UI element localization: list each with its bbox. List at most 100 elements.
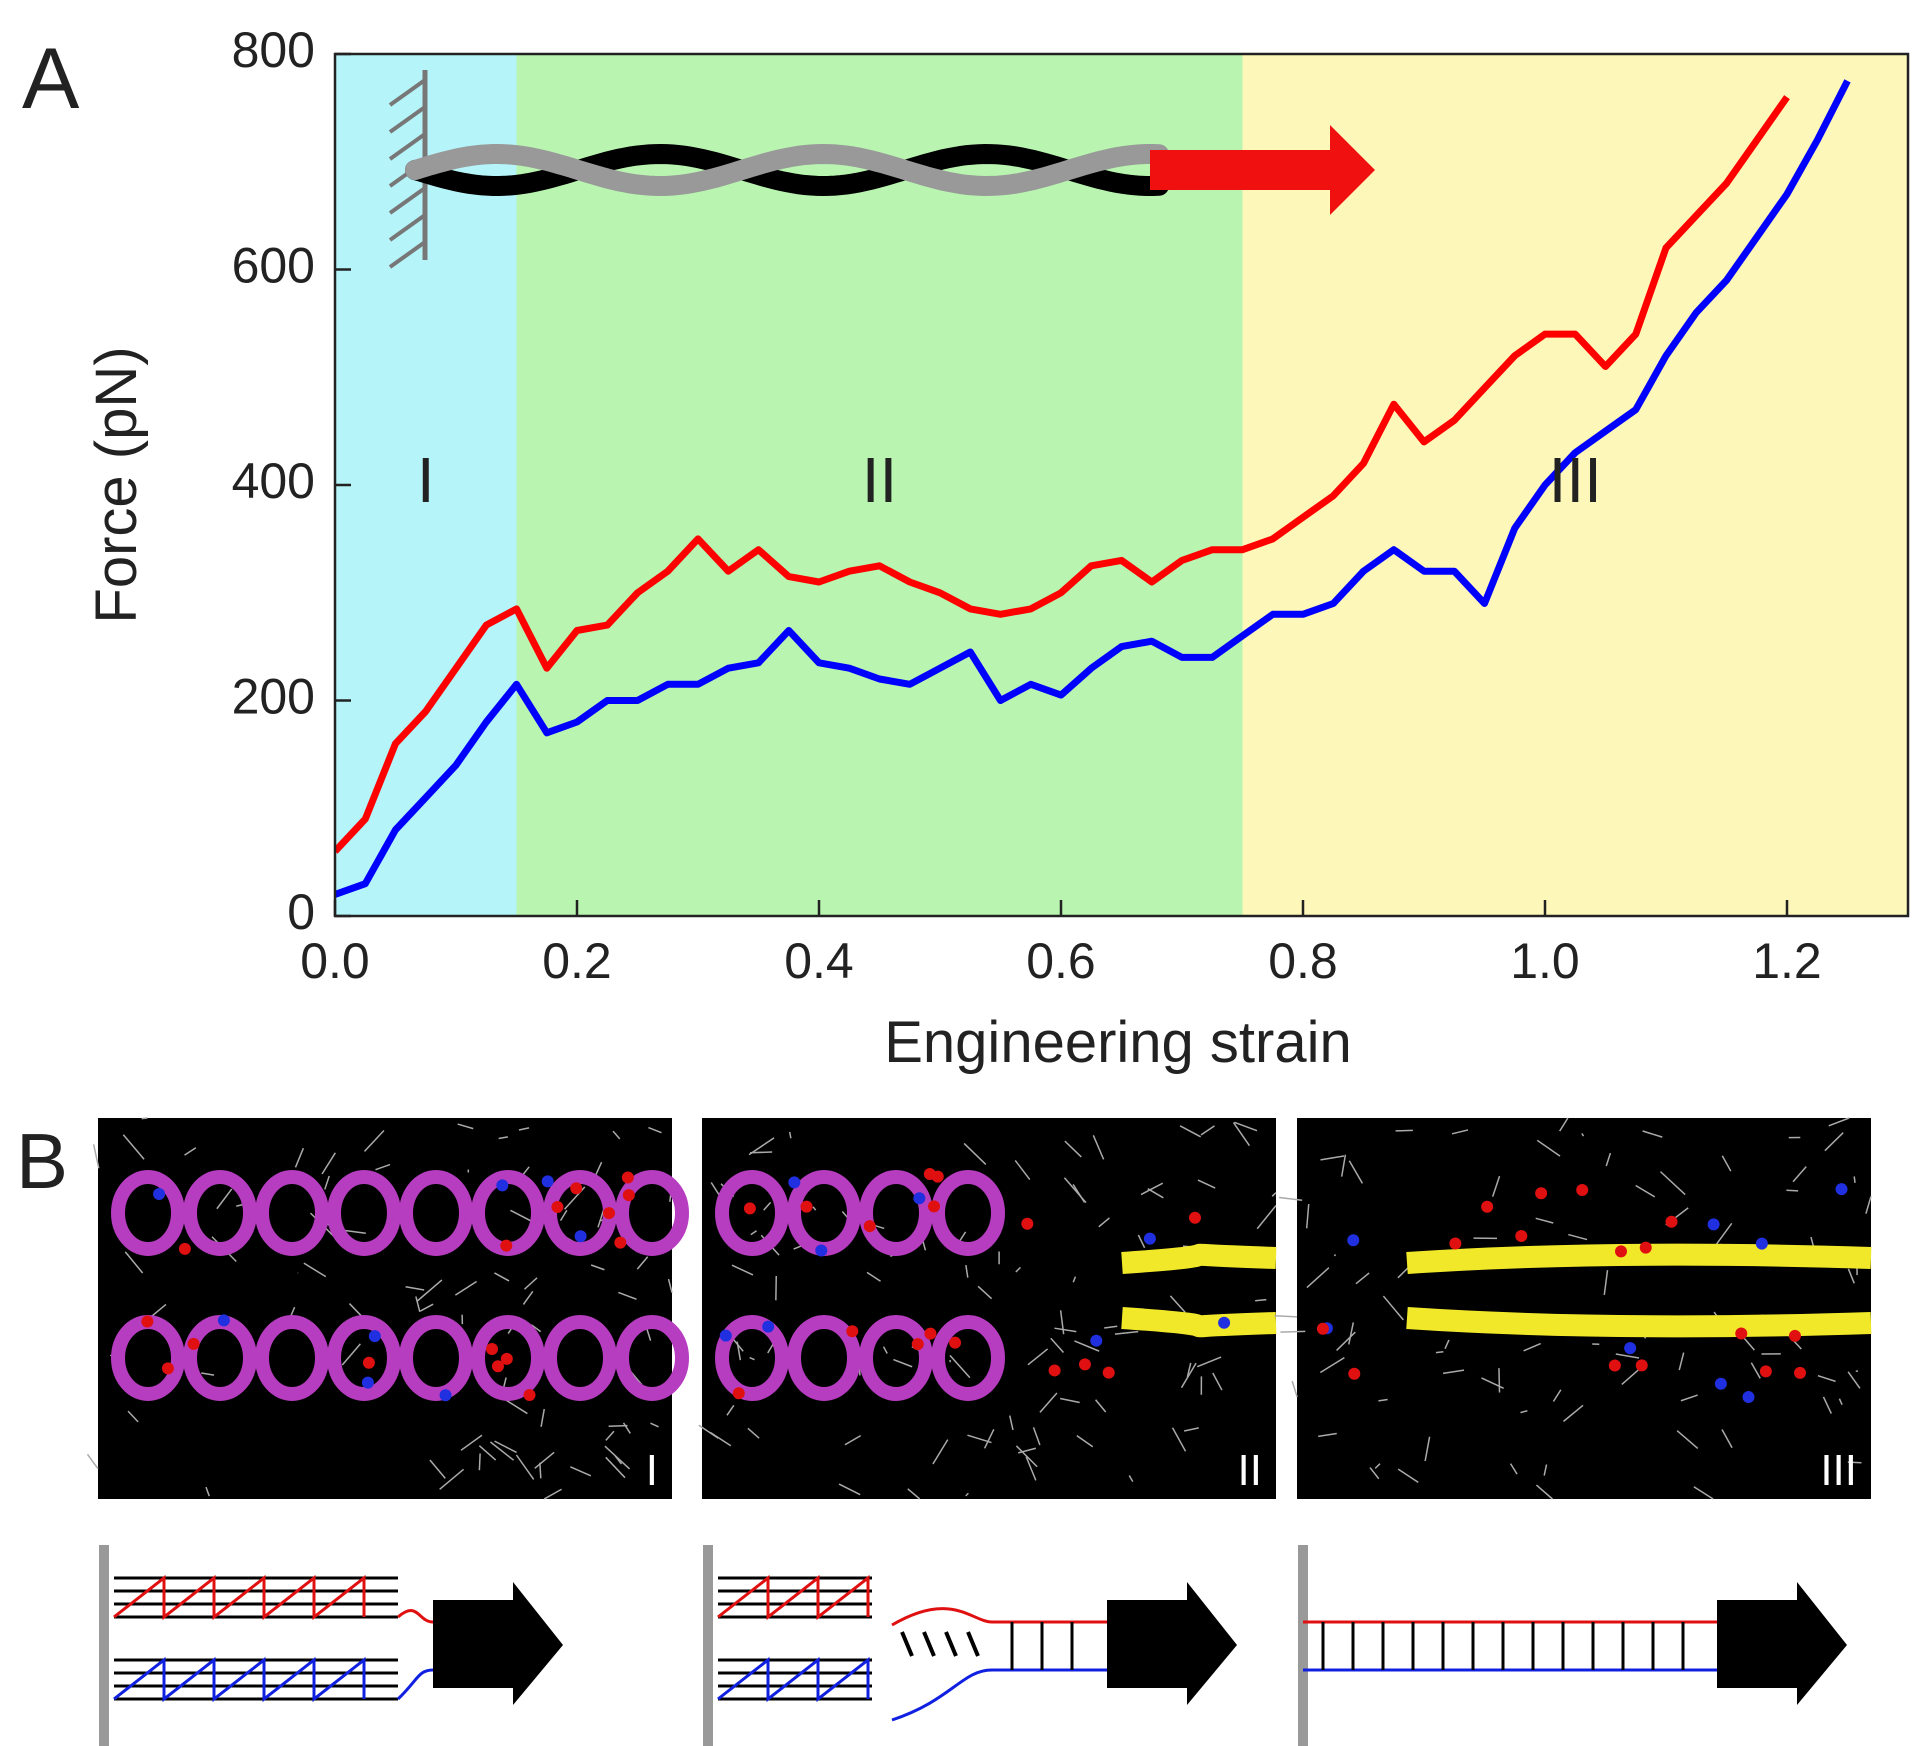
region-label: III: [1549, 444, 1602, 516]
atom: [949, 1336, 962, 1349]
panel-state-label: II: [1238, 1446, 1262, 1495]
side-chain: [648, 1126, 662, 1134]
side-chain: [1306, 1267, 1330, 1289]
atom: [161, 1362, 174, 1375]
side-chain: [1319, 1357, 1345, 1374]
atom: [1608, 1359, 1621, 1372]
side-chain: [932, 1439, 949, 1465]
atom: [368, 1330, 381, 1343]
y-tick-label: 0: [287, 884, 315, 940]
side-chain: [747, 1427, 760, 1439]
side-chain: [1535, 1484, 1553, 1500]
atom: [500, 1239, 513, 1252]
side-chain: [489, 1441, 515, 1461]
side-chain: [1336, 1331, 1356, 1352]
side-chain: [590, 1264, 605, 1271]
side-chain: [1847, 1371, 1861, 1389]
atom: [800, 1200, 813, 1213]
atom: [762, 1320, 775, 1333]
side-chain: [343, 1229, 366, 1234]
side-chain: [1094, 1399, 1107, 1413]
side-chain: [1838, 1398, 1843, 1405]
side-chain: [1444, 1339, 1450, 1350]
atom: [1535, 1187, 1548, 1200]
side-chain: [965, 1264, 969, 1278]
side-chain: [736, 1341, 742, 1361]
side-chain: [124, 1251, 144, 1274]
side-chain: [1180, 1362, 1197, 1389]
side-chain: [1395, 1129, 1413, 1132]
atom: [1794, 1366, 1807, 1379]
helix-turn: [715, 1170, 789, 1256]
side-chain: [1032, 1427, 1041, 1446]
side-chain: [504, 1398, 528, 1415]
atom: [1048, 1364, 1061, 1377]
side-chain: [522, 1290, 534, 1305]
y-tick-label: 600: [232, 238, 315, 294]
side-chain: [543, 1488, 562, 1500]
atom: [1665, 1215, 1678, 1228]
side-chain: [1104, 1325, 1118, 1329]
side-chain: [1498, 1368, 1501, 1393]
atom: [153, 1187, 166, 1200]
side-chain: [907, 1488, 921, 1500]
side-chain: [1374, 1463, 1381, 1469]
wall-hatch: [388, 132, 427, 161]
side-chain: [893, 1358, 913, 1368]
side-chain: [1635, 1184, 1656, 1198]
atom: [743, 1202, 756, 1215]
atom: [621, 1171, 634, 1184]
helix-turn: [327, 1315, 401, 1401]
atom: [622, 1189, 635, 1202]
side-chain: [1642, 1130, 1663, 1138]
side-chain: [1552, 1389, 1562, 1402]
helix-turn: [255, 1170, 329, 1256]
helix-turn: [183, 1170, 257, 1256]
side-chain: [494, 1272, 510, 1282]
atom: [1218, 1316, 1231, 1329]
unfolding-strand: [891, 1668, 993, 1722]
side-chain: [478, 1453, 481, 1471]
x-axis-title: Engineering strain: [884, 1010, 1352, 1075]
side-chain: [439, 1468, 465, 1490]
atom: [1102, 1366, 1115, 1379]
atom: [913, 1192, 926, 1205]
region-label: II: [862, 444, 898, 516]
side-chain: [1280, 1330, 1306, 1333]
side-chain: [1074, 1340, 1100, 1352]
atom: [614, 1236, 627, 1249]
side-chain: [977, 1285, 993, 1300]
strand-end: [396, 1668, 434, 1701]
helix-turn: [787, 1315, 861, 1401]
side-chain: [1481, 1377, 1504, 1389]
side-chain: [1520, 1410, 1528, 1414]
side-chain: [1792, 1166, 1807, 1183]
wall-hatch: [388, 78, 427, 107]
side-chain: [294, 1147, 305, 1168]
side-chain: [1678, 1352, 1685, 1371]
side-chain: [1543, 1464, 1548, 1476]
side-chain: [965, 1492, 969, 1497]
side-chain: [1563, 1404, 1584, 1422]
side-chain: [650, 1422, 659, 1428]
side-chain: [1050, 1337, 1065, 1353]
side-chain: [622, 1422, 631, 1434]
side-chain: [1786, 1189, 1799, 1192]
side-chain: [454, 1280, 477, 1296]
side-chain: [1018, 1447, 1037, 1454]
side-chain: [1828, 1117, 1850, 1127]
side-chain: [515, 1454, 535, 1480]
side-chain: [1179, 1125, 1202, 1138]
side-chain: [1369, 1467, 1380, 1480]
side-chain: [1382, 1295, 1404, 1321]
side-chain: [838, 1483, 861, 1496]
wall-hatch: [388, 105, 427, 134]
side-chain: [812, 1206, 817, 1211]
side-chain: [457, 1123, 474, 1130]
atom: [602, 1207, 615, 1220]
side-chain: [1015, 1445, 1038, 1468]
side-chain: [604, 1445, 631, 1470]
side-chain: [1605, 1152, 1612, 1167]
side-chain: [726, 1404, 735, 1416]
side-chain: [1491, 1175, 1501, 1197]
